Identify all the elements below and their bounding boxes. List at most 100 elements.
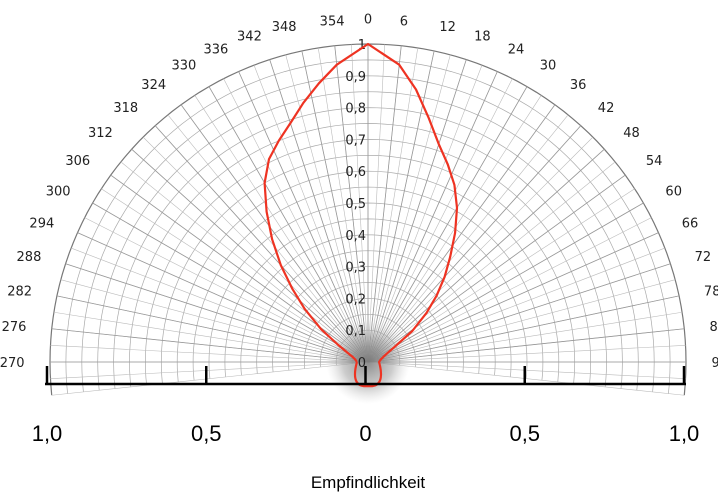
- grid-spoke: [374, 136, 594, 356]
- grid-spoke: [375, 161, 616, 357]
- angle-tick-label: 300: [46, 184, 71, 199]
- angle-tick-label: 312: [88, 126, 113, 141]
- angle-tick-label: 84: [710, 320, 718, 335]
- grid-spoke-major: [367, 59, 467, 363]
- grid-spoke-major: [367, 202, 644, 363]
- angle-tick-label: 276: [2, 320, 27, 335]
- angle-tick-label: 78: [704, 285, 718, 300]
- radial-tick-label: 0,2: [345, 292, 366, 307]
- grid-spoke-major: [367, 45, 402, 363]
- radial-tick-label: 0,3: [345, 261, 366, 276]
- grid-spoke: [375, 188, 635, 358]
- grid-spoke-major: [56, 295, 369, 363]
- grid-spoke-major: [367, 232, 659, 363]
- angle-tick-label: 90: [711, 356, 718, 371]
- bottom-axis-tick-label: 0,5: [509, 421, 540, 446]
- grid-spoke: [377, 279, 676, 360]
- grid-spoke: [377, 362, 685, 396]
- bottom-axis-tick-label: 1,0: [32, 421, 63, 446]
- grid-spoke-major: [367, 328, 685, 363]
- radial-tick-label: 0,6: [345, 165, 366, 180]
- angle-tick-label: 12: [439, 20, 456, 35]
- radial-tick-label: 0,5: [345, 197, 366, 212]
- x-axis-label: Empfindlichkeit: [311, 473, 426, 492]
- grid-spoke-major: [77, 232, 369, 363]
- radial-tick-labels: 0 0,1 0,2 0,3 0,4 0,5 0,6 0,7 0,8 0,9 1: [345, 38, 366, 371]
- grid-spoke: [377, 362, 686, 379]
- grid-spoke-major: [51, 328, 369, 363]
- grid-spoke: [371, 65, 483, 354]
- grid-spoke: [50, 362, 359, 379]
- grid-spoke-major: [65, 263, 369, 363]
- angle-tick-label: 294: [29, 216, 54, 231]
- bottom-axis: 1,0 0,5 0 0,5 1,0: [32, 366, 700, 446]
- grid-spoke-major: [208, 86, 369, 363]
- grid-spoke: [351, 44, 368, 353]
- grid-spoke: [377, 311, 683, 361]
- grid-spoke: [370, 54, 451, 353]
- grid-spoke-major: [301, 50, 369, 363]
- grid-spoke-major: [334, 45, 369, 363]
- angle-tick-label: 18: [474, 29, 491, 44]
- angle-tick-labels: 2702762822882943003063123183243303363423…: [0, 13, 718, 371]
- angle-tick-label: 66: [682, 216, 699, 231]
- radial-tick-label: 0,9: [345, 70, 366, 85]
- grid-spoke: [376, 217, 652, 358]
- grid-spoke: [71, 247, 360, 359]
- radial-tick-label: 0,8: [345, 102, 366, 117]
- grid-spoke: [223, 78, 364, 354]
- grid-spoke: [50, 345, 359, 362]
- bottom-axis-tick-label: 0: [359, 421, 371, 446]
- grid-spoke: [317, 47, 367, 353]
- angle-tick-label: 36: [570, 78, 587, 93]
- grid-spoke-major: [367, 86, 528, 363]
- grid-spoke-major: [367, 263, 671, 363]
- angle-tick-label: 6: [400, 14, 408, 29]
- angle-tick-label: 42: [598, 101, 615, 116]
- grid-spoke: [253, 65, 365, 354]
- radial-tick-label: 0,7: [345, 133, 366, 148]
- grid-spoke-major: [238, 71, 369, 363]
- angle-tick-label: 0: [364, 13, 372, 28]
- grid-spoke-major: [367, 71, 498, 363]
- center-blob: [326, 320, 410, 404]
- grid-spoke: [285, 54, 366, 353]
- grid-spoke: [376, 247, 665, 359]
- grid-spoke: [120, 161, 361, 357]
- bottom-axis-tick-label: 0,5: [191, 421, 222, 446]
- grid-spoke: [194, 95, 364, 355]
- radial-tick-label: 0: [358, 356, 366, 371]
- angle-tick-label: 270: [0, 356, 25, 371]
- angle-tick-label: 354: [320, 14, 345, 29]
- grid-spoke-major: [180, 104, 369, 363]
- angle-tick-label: 342: [237, 29, 262, 44]
- angle-tick-label: 282: [7, 285, 32, 300]
- grid-spoke: [377, 345, 686, 362]
- series-layer: [263, 42, 459, 388]
- grid-spoke: [167, 114, 363, 355]
- angle-tick-label: 288: [17, 250, 42, 265]
- polar-grid: [49, 43, 687, 396]
- angle-tick-label: 306: [65, 154, 90, 169]
- angle-tick-label: 348: [272, 20, 297, 35]
- grid-spoke: [53, 311, 359, 361]
- grid-spoke: [142, 136, 362, 356]
- angle-tick-label: 24: [508, 42, 525, 57]
- grid-spoke: [373, 114, 569, 355]
- grid-spoke-major: [131, 148, 369, 363]
- grid-spoke-major: [154, 125, 369, 363]
- grid-spoke-major: [367, 148, 605, 363]
- radial-tick-label: 0,4: [345, 229, 366, 244]
- angle-tick-label: 324: [141, 78, 166, 93]
- grid-spoke-major: [367, 125, 582, 363]
- angle-tick-label: 336: [203, 42, 228, 57]
- grid-spoke: [368, 44, 385, 353]
- grid-spoke-major: [367, 104, 556, 363]
- sensitivity-curve: [263, 42, 459, 388]
- grid-spoke: [101, 188, 361, 358]
- center-shading: [326, 320, 410, 404]
- bottom-axis-tick-label: 1,0: [669, 421, 700, 446]
- angle-tick-label: 30: [540, 59, 557, 74]
- grid-spoke: [372, 95, 542, 355]
- radial-tick-label: 1: [358, 38, 366, 53]
